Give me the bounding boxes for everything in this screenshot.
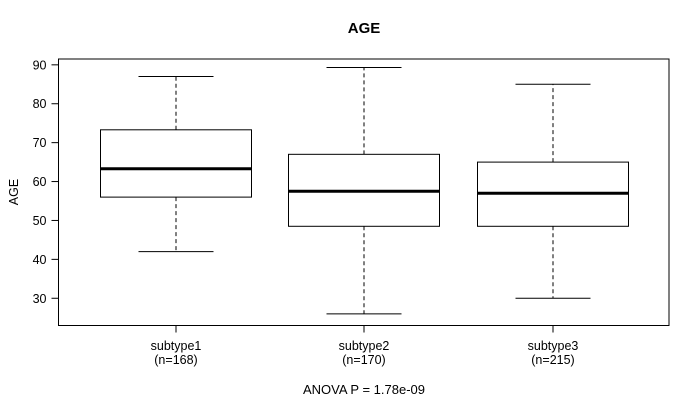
y-axis-tick-label: 50 xyxy=(33,214,47,228)
y-axis-tick-label: 80 xyxy=(33,97,47,111)
y-axis-tick-label: 30 xyxy=(33,292,47,306)
y-axis-tick-label: 90 xyxy=(33,58,47,72)
category-count: (n=168) xyxy=(154,353,198,367)
chart-title: AGE xyxy=(347,20,381,37)
y-axis-tick-label: 60 xyxy=(33,175,47,189)
iqr-box-subtype1 xyxy=(100,129,252,198)
anova-annotation: ANOVA P = 1.78e-09 xyxy=(302,382,426,397)
category-label-subtype3: subtype3 (n=215) xyxy=(528,339,579,367)
y-axis-tick-label: 40 xyxy=(33,253,47,267)
category-name: subtype1 xyxy=(150,339,202,353)
category-name: subtype2 xyxy=(338,339,390,353)
category-name: subtype3 xyxy=(527,339,579,353)
y-axis-tick-label: 70 xyxy=(33,136,47,150)
category-label-subtype2: subtype2 (n=170) xyxy=(339,339,390,367)
category-count: (n=215) xyxy=(531,353,575,367)
category-label-subtype1: subtype1 (n=168) xyxy=(151,339,202,367)
category-count: (n=170) xyxy=(342,353,386,367)
